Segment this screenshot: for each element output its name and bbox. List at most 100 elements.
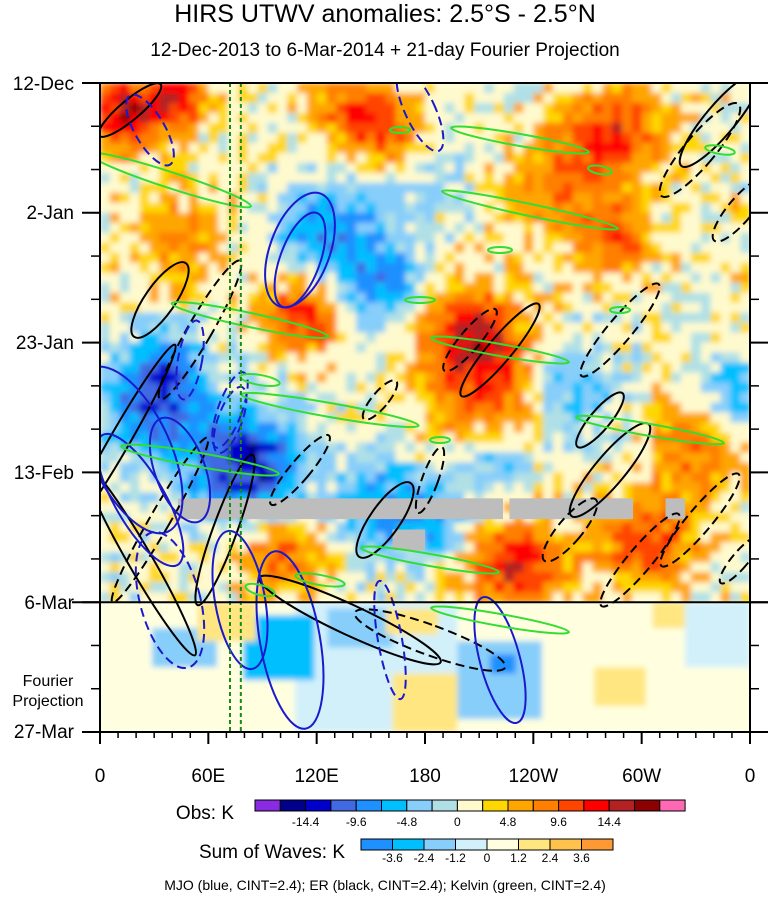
obs-cell <box>553 83 564 94</box>
er-contour <box>718 535 750 585</box>
obs-cell <box>188 332 200 344</box>
obs-cell <box>336 572 347 583</box>
obs-cell <box>375 532 387 544</box>
obs-cell <box>297 522 308 534</box>
obs-cell <box>218 113 229 124</box>
obs-cell <box>336 322 347 334</box>
obs-cell <box>612 432 623 444</box>
obs-cell <box>139 492 150 504</box>
obs-cell <box>119 572 131 583</box>
obs-cell <box>375 122 387 134</box>
obs-cell <box>631 113 643 124</box>
obs-cell <box>109 482 121 494</box>
obs-cell <box>257 312 269 324</box>
obs-cell <box>582 332 594 344</box>
obs-cell <box>326 172 338 184</box>
obs-cell <box>671 332 682 344</box>
obs-cell <box>730 362 741 374</box>
obs-cell <box>602 282 613 294</box>
obs-cell <box>602 83 613 94</box>
obs-cell <box>700 342 712 354</box>
obs-cell <box>356 113 367 124</box>
obs-cell <box>375 582 387 593</box>
obs-cell <box>267 332 278 344</box>
obs-cell <box>513 162 525 174</box>
obs-cell <box>631 472 643 484</box>
x-tick-label: 120W <box>509 766 559 787</box>
obs-cell <box>503 422 515 434</box>
obs-cell <box>602 152 613 164</box>
obs-cell <box>700 93 712 104</box>
obs-cell <box>543 322 554 334</box>
obs-cell <box>454 532 466 544</box>
obs-cell <box>553 132 564 144</box>
obs-cell <box>425 412 436 424</box>
obs-cell <box>681 352 692 364</box>
obs-cell <box>159 332 170 344</box>
obs-cell <box>612 562 623 574</box>
obs-cell <box>661 492 672 504</box>
obs-cell <box>513 192 525 204</box>
obs-cell <box>730 592 741 603</box>
obs-cell <box>710 542 722 554</box>
obs-cell <box>720 152 732 164</box>
obs-colorbar-label: 0 <box>454 815 461 829</box>
obs-cell <box>228 582 239 593</box>
obs-cell <box>631 552 643 564</box>
obs-cell <box>277 552 288 564</box>
obs-cell <box>257 552 269 564</box>
obs-cell <box>464 252 475 264</box>
obs-cell <box>503 192 515 204</box>
obs-cell <box>139 182 150 194</box>
obs-cell <box>297 272 308 284</box>
obs-cell <box>336 93 347 104</box>
obs-cell <box>582 262 594 274</box>
obs-cell <box>434 572 446 583</box>
y-tick-label: 27-Mar <box>13 722 74 743</box>
obs-cell <box>405 452 416 464</box>
obs-cell <box>740 392 750 404</box>
obs-cell <box>395 572 407 583</box>
obs-cell <box>247 172 259 184</box>
obs-cell <box>129 93 141 104</box>
obs-cell <box>415 182 426 194</box>
obs-cell <box>405 312 416 324</box>
obs-cell <box>651 162 663 174</box>
projection-cell <box>594 667 646 707</box>
obs-cell <box>720 242 732 254</box>
er-contour <box>575 391 625 449</box>
obs-cell <box>228 352 239 364</box>
obs-cell <box>582 422 594 434</box>
obs-cell <box>306 302 318 314</box>
obs-cell <box>405 412 416 424</box>
obs-cell <box>572 142 584 154</box>
obs-cell <box>464 113 475 124</box>
obs-cell <box>139 172 150 184</box>
kelvin-contour <box>575 414 725 446</box>
obs-cell <box>395 392 407 404</box>
obs-cell <box>415 582 426 593</box>
obs-cell <box>109 202 121 214</box>
obs-cell <box>464 442 475 454</box>
obs-cell <box>572 202 584 214</box>
obs-cell <box>572 462 584 474</box>
obs-cell <box>572 252 584 264</box>
obs-cell <box>198 222 210 234</box>
obs-cell <box>218 262 229 274</box>
obs-cell <box>533 252 544 264</box>
obs-cell <box>425 242 436 254</box>
obs-cell <box>622 492 633 504</box>
obs-cell <box>523 412 535 424</box>
obs-cell <box>592 103 603 114</box>
obs-cell <box>562 532 574 544</box>
obs-cell <box>493 422 505 434</box>
obs-cell <box>257 362 269 374</box>
obs-cell <box>228 262 239 274</box>
obs-cell <box>356 142 367 154</box>
obs-cell <box>730 502 741 514</box>
obs-cell <box>671 562 682 574</box>
obs-cell <box>168 392 180 404</box>
obs-cell <box>493 392 505 404</box>
obs-cell <box>178 412 190 424</box>
obs-cell <box>356 272 367 284</box>
